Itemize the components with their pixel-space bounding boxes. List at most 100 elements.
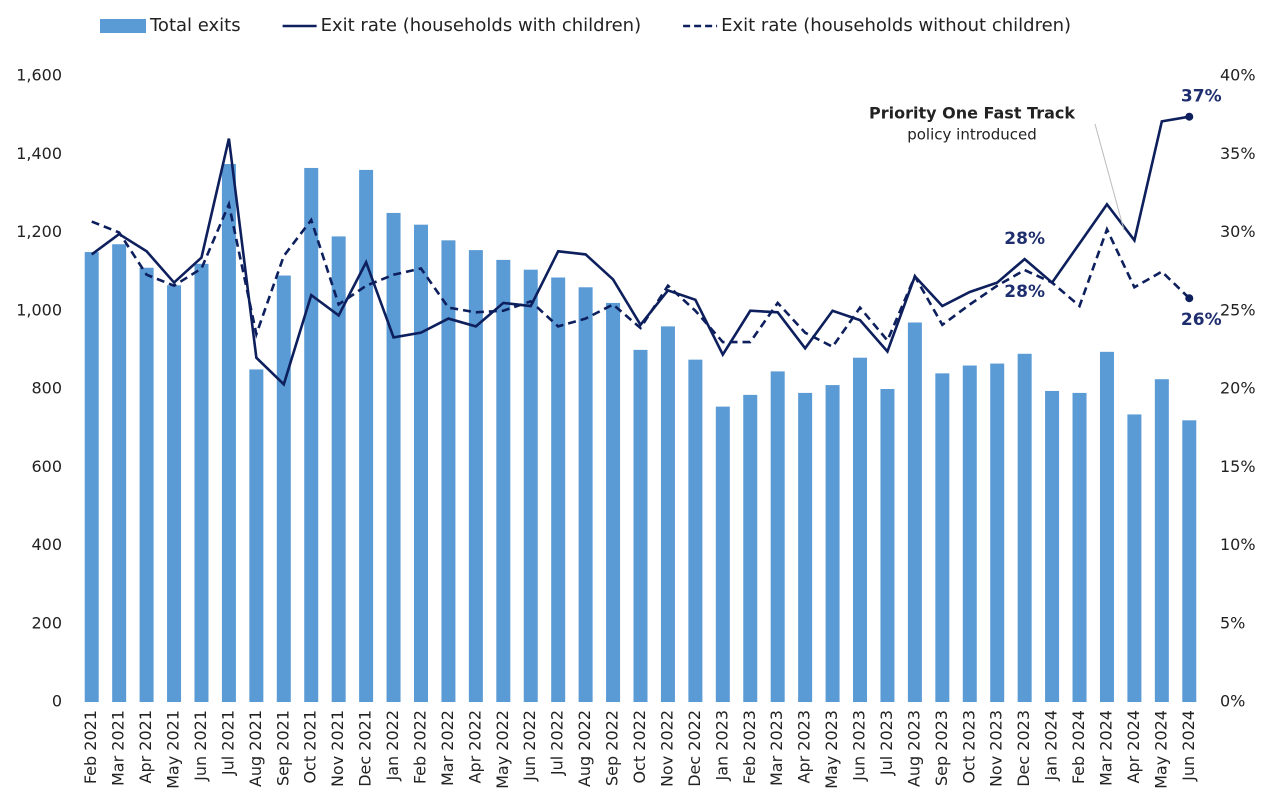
y2-tick-label: 25% xyxy=(1220,300,1256,319)
x-tick-label: Aug 2023 xyxy=(904,710,923,787)
bar xyxy=(413,224,428,703)
bar xyxy=(386,212,401,702)
x-tick-label: Aug 2022 xyxy=(575,710,594,787)
y2-tick-label: 35% xyxy=(1220,144,1256,163)
y2-tick-label: 30% xyxy=(1220,222,1256,241)
y2-tick-label: 5% xyxy=(1220,613,1245,632)
y-tick-label: 600 xyxy=(31,457,62,476)
bar xyxy=(496,259,511,702)
bar xyxy=(825,385,840,702)
point-marker xyxy=(1185,294,1194,303)
x-tick-label: Apr 2022 xyxy=(465,710,484,783)
legend: Total exits Exit rate (households with ch… xyxy=(100,15,1071,36)
bar xyxy=(660,326,675,702)
line xyxy=(90,115,1190,387)
bar xyxy=(743,394,758,702)
legend-swatch xyxy=(100,19,146,33)
x-tick-label: Feb 2023 xyxy=(740,710,759,784)
data-label: 37% xyxy=(1181,87,1222,107)
x-tick-label: Jan 2022 xyxy=(383,710,402,781)
bar xyxy=(304,167,319,703)
x-tick-label: Feb 2022 xyxy=(410,710,429,784)
annotation-leader xyxy=(1094,123,1125,231)
bar xyxy=(249,369,264,702)
bar xyxy=(578,287,593,702)
x-tick-label: Nov 2022 xyxy=(657,710,676,787)
x-tick-label: Feb 2021 xyxy=(81,710,100,784)
bar xyxy=(441,240,456,702)
x-tick-label: May 2023 xyxy=(822,710,841,789)
bar xyxy=(167,285,182,702)
y2-tick-label: 20% xyxy=(1220,379,1256,398)
x-tick-label: Mar 2022 xyxy=(438,710,457,786)
x-tick-label: Nov 2023 xyxy=(987,710,1006,787)
x-tick-label: Sep 2022 xyxy=(603,710,622,786)
x-tick-label: Jan 2024 xyxy=(1042,710,1061,781)
bar xyxy=(880,389,895,702)
x-tick-label: Nov 2021 xyxy=(328,710,347,787)
x-tick-label: Jul 2023 xyxy=(877,710,896,776)
annotation-title: Priority One Fast Track xyxy=(869,104,1075,123)
bar xyxy=(523,269,538,702)
x-tick-label: Jun 2022 xyxy=(520,710,539,782)
x-tick-label: Jan 2023 xyxy=(712,710,731,781)
x-tick-label: Dec 2022 xyxy=(685,710,704,787)
y2-tick-label: 10% xyxy=(1220,535,1256,554)
x-tick-label: Apr 2024 xyxy=(1124,710,1143,783)
x-tick-label: Mar 2023 xyxy=(767,710,786,786)
y-tick-label: 1,000 xyxy=(16,300,62,319)
plot: 28% 37% 28% 26% xyxy=(84,87,1222,703)
bar xyxy=(853,357,868,702)
y2-tick-label: 40% xyxy=(1220,66,1256,85)
y-tick-label: 1,400 xyxy=(16,144,62,163)
point-marker xyxy=(1185,112,1194,121)
y-tick-label: 800 xyxy=(31,379,62,398)
y-tick-label: 1,600 xyxy=(16,66,62,85)
legend-label: Exit rate (households with children) xyxy=(321,15,642,36)
x-tick-label: Jul 2022 xyxy=(548,710,567,776)
x-tick-label: Jun 2021 xyxy=(191,710,210,782)
y2-tick-label: 0% xyxy=(1220,692,1245,711)
bar xyxy=(1154,379,1169,702)
bar xyxy=(606,302,621,702)
bar xyxy=(331,236,346,702)
bar xyxy=(990,363,1005,702)
data-label: 28% xyxy=(1004,229,1045,249)
x-tick-label: May 2021 xyxy=(164,710,183,789)
x-tick-label: Jun 2023 xyxy=(850,710,869,782)
x-tick-label: Sep 2021 xyxy=(273,710,292,786)
x-tick-label: Jul 2021 xyxy=(218,710,237,776)
bar xyxy=(139,267,154,702)
bar xyxy=(688,359,703,702)
bar xyxy=(551,277,566,702)
x-tick-label: Oct 2021 xyxy=(301,710,320,783)
x-tick-label: May 2022 xyxy=(493,710,512,789)
bar xyxy=(468,250,483,702)
annotation-text: policy introduced xyxy=(907,126,1037,144)
x-tick-label: Dec 2021 xyxy=(356,710,375,787)
bar xyxy=(907,322,922,702)
x-tick-label: Feb 2024 xyxy=(1069,710,1088,784)
bar xyxy=(798,392,813,702)
bar xyxy=(276,275,291,702)
bar xyxy=(962,365,977,702)
x-tick-label: Oct 2022 xyxy=(630,710,649,783)
x-tick-label: Dec 2023 xyxy=(1014,710,1033,787)
x-tick-label: Jun 2024 xyxy=(1179,710,1198,782)
bar xyxy=(1127,414,1142,702)
bar xyxy=(770,371,785,702)
y-tick-label: 200 xyxy=(31,613,62,632)
bar xyxy=(1182,420,1197,702)
y-tick-label: 1,200 xyxy=(16,222,62,241)
legend-label: Exit rate (households without children) xyxy=(721,15,1071,36)
bar xyxy=(1045,390,1060,702)
data-label: 28% xyxy=(1004,282,1045,302)
data-label: 26% xyxy=(1181,310,1222,330)
legend-label: Total exits xyxy=(149,15,241,36)
bar xyxy=(1099,351,1114,702)
bar xyxy=(715,406,730,702)
bar xyxy=(194,263,209,702)
bar xyxy=(84,252,99,702)
y-tick-label: 400 xyxy=(31,535,62,554)
